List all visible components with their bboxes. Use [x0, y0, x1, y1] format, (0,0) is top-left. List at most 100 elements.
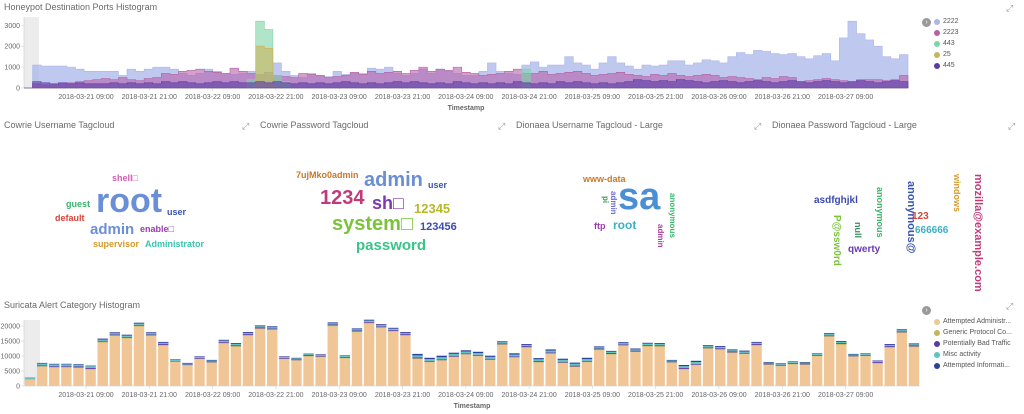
- bar-segment[interactable]: [775, 366, 786, 386]
- bar-segment[interactable]: [678, 365, 690, 367]
- bar-segment[interactable]: [436, 355, 447, 358]
- tagcloud-word[interactable]: supervisor: [93, 239, 140, 249]
- bar-segment[interactable]: [36, 366, 48, 367]
- bar-segment[interactable]: [291, 357, 302, 359]
- bar-segment[interactable]: [170, 359, 181, 361]
- bar-segment[interactable]: [291, 360, 302, 361]
- bar-segment[interactable]: [727, 351, 738, 353]
- bar-segment[interactable]: [49, 367, 60, 368]
- tagcloud-word[interactable]: admin: [609, 191, 618, 215]
- bar-segment[interactable]: [85, 369, 96, 387]
- bar-segment[interactable]: [739, 353, 750, 355]
- bar-segment[interactable]: [121, 334, 133, 336]
- bar-segment[interactable]: [327, 325, 338, 327]
- tagcloud-word[interactable]: P@ssw0rd: [831, 215, 842, 266]
- bar-segment[interactable]: [424, 362, 435, 386]
- bar-segment[interactable]: [521, 344, 532, 345]
- bar-segment[interactable]: [823, 334, 835, 336]
- bar-segment[interactable]: [908, 346, 920, 348]
- bar-segment[interactable]: [267, 328, 278, 330]
- bar-segment[interactable]: [642, 342, 653, 344]
- legend-item[interactable]: 2223: [934, 27, 1020, 38]
- bar-segment[interactable]: [315, 355, 326, 357]
- bar-segment[interactable]: [484, 359, 496, 361]
- bar-segment[interactable]: [521, 344, 532, 347]
- bar-segment[interactable]: [739, 354, 750, 386]
- bar-segment[interactable]: [823, 337, 835, 386]
- bar-segment[interactable]: [182, 362, 193, 364]
- bar-segment[interactable]: [206, 362, 217, 363]
- bar-segment[interactable]: [775, 365, 786, 367]
- bar-segment[interactable]: [666, 361, 677, 363]
- bar-segment[interactable]: [715, 348, 726, 350]
- bar-segment[interactable]: [763, 363, 774, 365]
- bar-segment[interactable]: [158, 345, 169, 386]
- bar-segment[interactable]: [49, 363, 60, 365]
- bar-segment[interactable]: [436, 359, 447, 361]
- bar-segment[interactable]: [715, 347, 726, 349]
- bar-segment[interactable]: [763, 364, 774, 365]
- bar-segment[interactable]: [424, 359, 435, 361]
- bar-segment[interactable]: [158, 341, 169, 343]
- bar-segment[interactable]: [36, 365, 48, 367]
- bar-segment[interactable]: [860, 353, 871, 354]
- bar-segment[interactable]: [884, 344, 895, 347]
- bar-segment[interactable]: [327, 326, 338, 386]
- bar-segment[interactable]: [811, 353, 823, 354]
- expand-icon[interactable]: ⤢: [1008, 121, 1016, 131]
- bar-segment[interactable]: [690, 362, 702, 364]
- bar-segment[interactable]: [327, 322, 338, 324]
- bar-segment[interactable]: [170, 361, 181, 362]
- bar-segment[interactable]: [412, 358, 423, 359]
- bar-segment[interactable]: [848, 353, 859, 355]
- bar-segment[interactable]: [787, 364, 799, 386]
- bar-segment[interactable]: [690, 360, 702, 362]
- bar-segment[interactable]: [218, 341, 229, 343]
- bar-segment[interactable]: [36, 363, 48, 366]
- bar-segment[interactable]: [775, 364, 786, 366]
- bar-segment[interactable]: [484, 355, 496, 357]
- bar-segment[interactable]: [145, 333, 157, 335]
- bar-segment[interactable]: [109, 335, 121, 337]
- bar-segment[interactable]: [279, 356, 290, 358]
- bar-segment[interactable]: [36, 366, 48, 386]
- legend-item[interactable]: 25: [934, 49, 1020, 60]
- bar-segment[interactable]: [678, 368, 690, 369]
- bar-segment[interactable]: [836, 341, 847, 342]
- bar-segment[interactable]: [436, 360, 447, 361]
- bar-segment[interactable]: [412, 357, 423, 359]
- bar-segment[interactable]: [811, 353, 823, 355]
- bar-segment[interactable]: [557, 361, 569, 363]
- legend-item[interactable]: Generic Protocol Co...: [934, 327, 1020, 338]
- bar-segment[interactable]: [545, 353, 556, 354]
- bar-segment[interactable]: [121, 336, 133, 338]
- bar-segment[interactable]: [593, 349, 605, 351]
- bar-segment[interactable]: [291, 360, 302, 386]
- bar-segment[interactable]: [97, 338, 108, 340]
- tagcloud-word[interactable]: www-data: [583, 174, 626, 184]
- bar-segment[interactable]: [460, 354, 472, 386]
- bar-segment[interactable]: [642, 344, 653, 346]
- bar-segment[interactable]: [763, 362, 774, 363]
- bar-segment[interactable]: [279, 358, 290, 360]
- bar-segment[interactable]: [606, 354, 617, 387]
- bar-segment[interactable]: [896, 333, 908, 386]
- bar-segment[interactable]: [739, 351, 750, 353]
- bar-segment[interactable]: [158, 344, 169, 345]
- bar-segment[interactable]: [303, 354, 314, 356]
- bar-segment[interactable]: [400, 332, 411, 333]
- bar-segment[interactable]: [666, 359, 677, 361]
- bar-segment[interactable]: [569, 365, 581, 367]
- bar-segment[interactable]: [388, 331, 399, 386]
- bar-segment[interactable]: [896, 332, 908, 334]
- bar-segment[interactable]: [593, 346, 605, 348]
- bar-segment[interactable]: [860, 356, 871, 386]
- bar-segment[interactable]: [593, 347, 605, 349]
- bar-segment[interactable]: [823, 335, 835, 337]
- bar-segment[interactable]: [145, 332, 157, 334]
- bar-segment[interactable]: [351, 331, 363, 333]
- bar-segment[interactable]: [581, 362, 593, 386]
- bar-segment[interactable]: [388, 330, 399, 332]
- bar-segment[interactable]: [291, 359, 302, 361]
- bar-segment[interactable]: [61, 366, 72, 368]
